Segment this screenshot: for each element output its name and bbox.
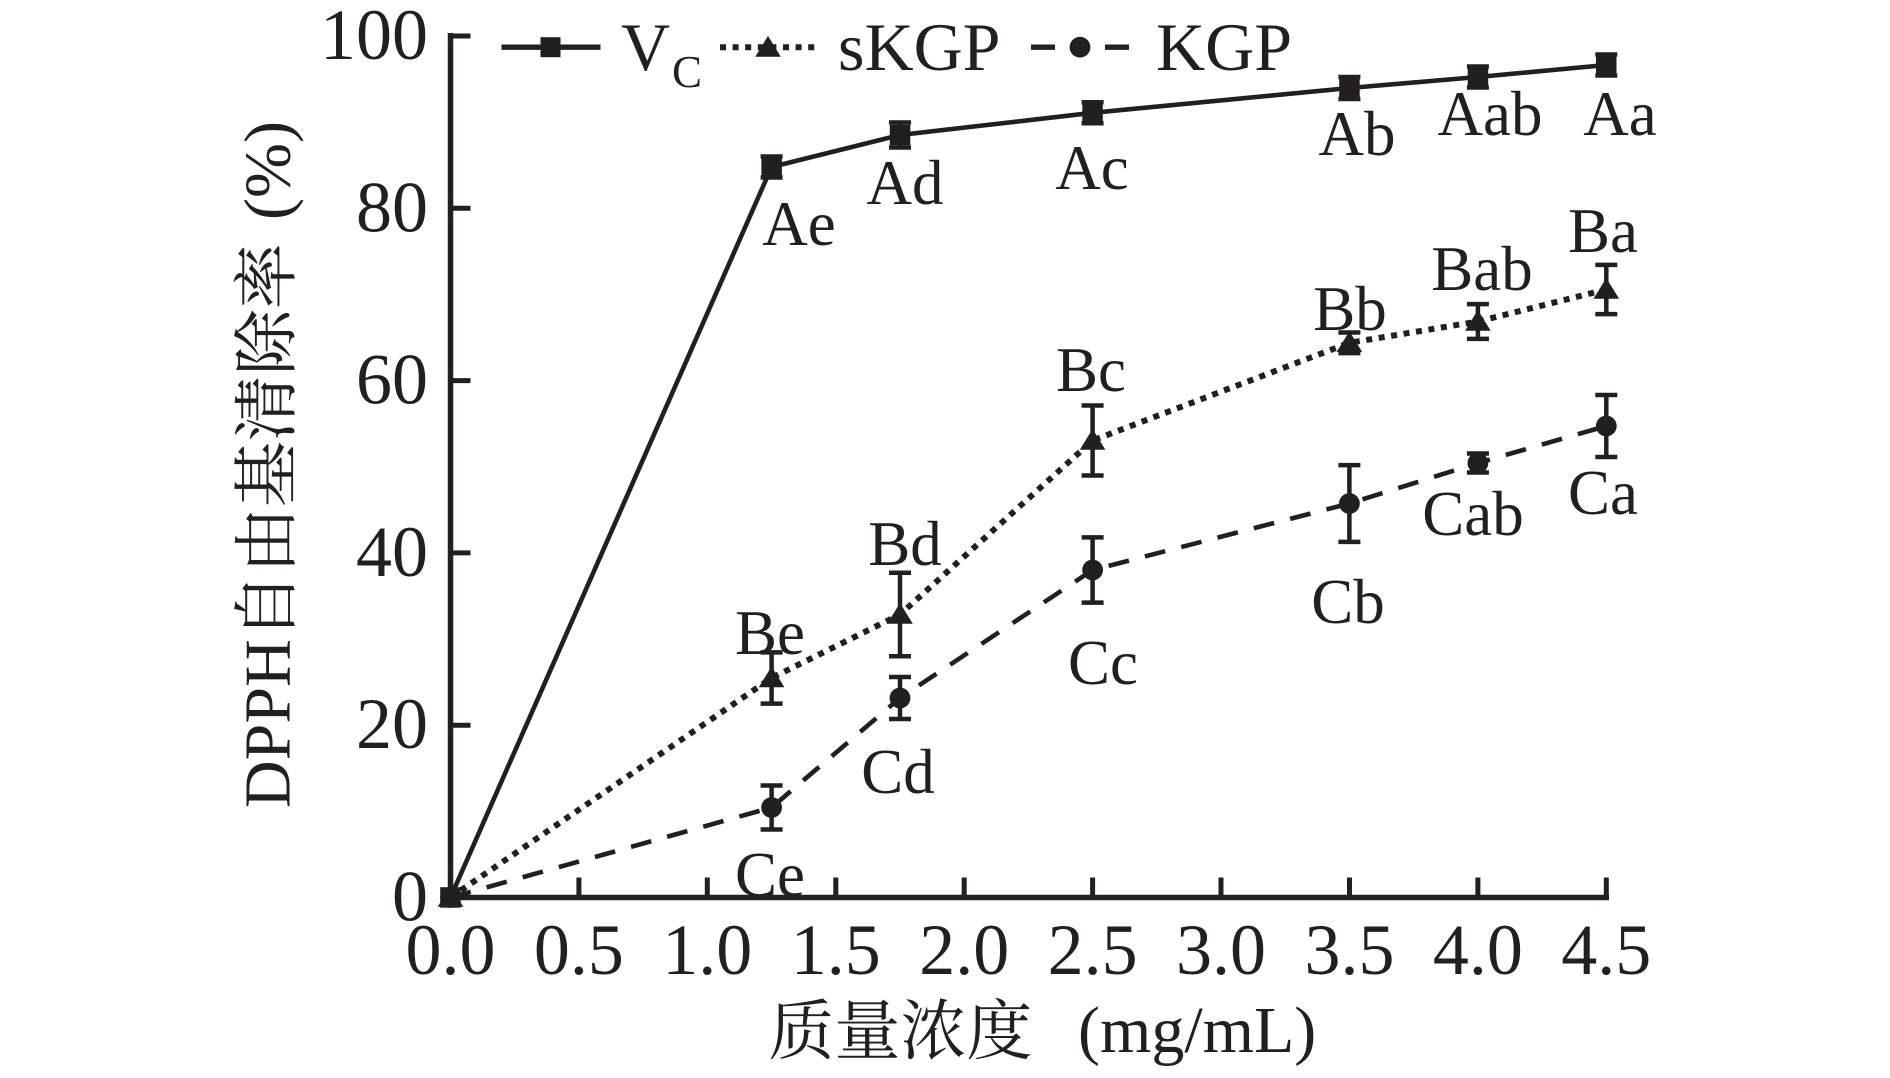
- svg-text:Ab: Ab: [1319, 99, 1396, 169]
- svg-text:Cab: Cab: [1422, 479, 1523, 549]
- svg-text:DPPH: DPPH: [232, 639, 305, 808]
- svg-text:80: 80: [356, 167, 428, 247]
- svg-text:Aab: Aab: [1438, 79, 1543, 149]
- svg-text:Bc: Bc: [1056, 335, 1126, 405]
- svg-text:100: 100: [320, 0, 428, 75]
- svg-text:60: 60: [356, 340, 428, 420]
- svg-text:2.0: 2.0: [919, 910, 1009, 990]
- svg-text:4.0: 4.0: [1433, 910, 1523, 990]
- svg-text:0.0: 0.0: [406, 910, 496, 990]
- svg-text:KGP: KGP: [1156, 9, 1292, 85]
- svg-text:Ca: Ca: [1568, 458, 1638, 528]
- svg-text:Cd: Cd: [861, 737, 935, 807]
- svg-text:Ba: Ba: [1568, 196, 1638, 266]
- svg-text:Ae: Ae: [762, 189, 835, 259]
- svg-text:0.5: 0.5: [534, 910, 624, 990]
- svg-text:Ce: Ce: [735, 840, 805, 910]
- svg-text:Ac: Ac: [1055, 133, 1128, 203]
- svg-text:(mg/mL): (mg/mL): [1078, 994, 1316, 1067]
- svg-text:C: C: [672, 47, 702, 97]
- svg-text:Be: Be: [735, 598, 805, 668]
- svg-text:Bab: Bab: [1431, 234, 1532, 304]
- svg-text:Ad: Ad: [867, 148, 944, 218]
- svg-text:Aa: Aa: [1583, 79, 1656, 149]
- svg-text:1.0: 1.0: [662, 910, 752, 990]
- svg-text:(%): (%): [232, 121, 305, 220]
- svg-text:2.5: 2.5: [1048, 910, 1138, 990]
- svg-text:3.0: 3.0: [1176, 910, 1266, 990]
- svg-text:Cc: Cc: [1068, 628, 1138, 698]
- svg-text:1.5: 1.5: [791, 910, 881, 990]
- svg-text:3.5: 3.5: [1305, 910, 1395, 990]
- svg-text:40: 40: [356, 512, 428, 592]
- svg-text:0: 0: [392, 857, 428, 937]
- svg-text:Bb: Bb: [1313, 274, 1387, 344]
- svg-text:sKGP: sKGP: [838, 9, 1001, 85]
- svg-text:20: 20: [356, 684, 428, 764]
- svg-text:Cb: Cb: [1311, 567, 1385, 637]
- svg-text:V: V: [621, 9, 670, 85]
- svg-text:Bd: Bd: [868, 509, 942, 579]
- svg-text:4.5: 4.5: [1561, 910, 1651, 990]
